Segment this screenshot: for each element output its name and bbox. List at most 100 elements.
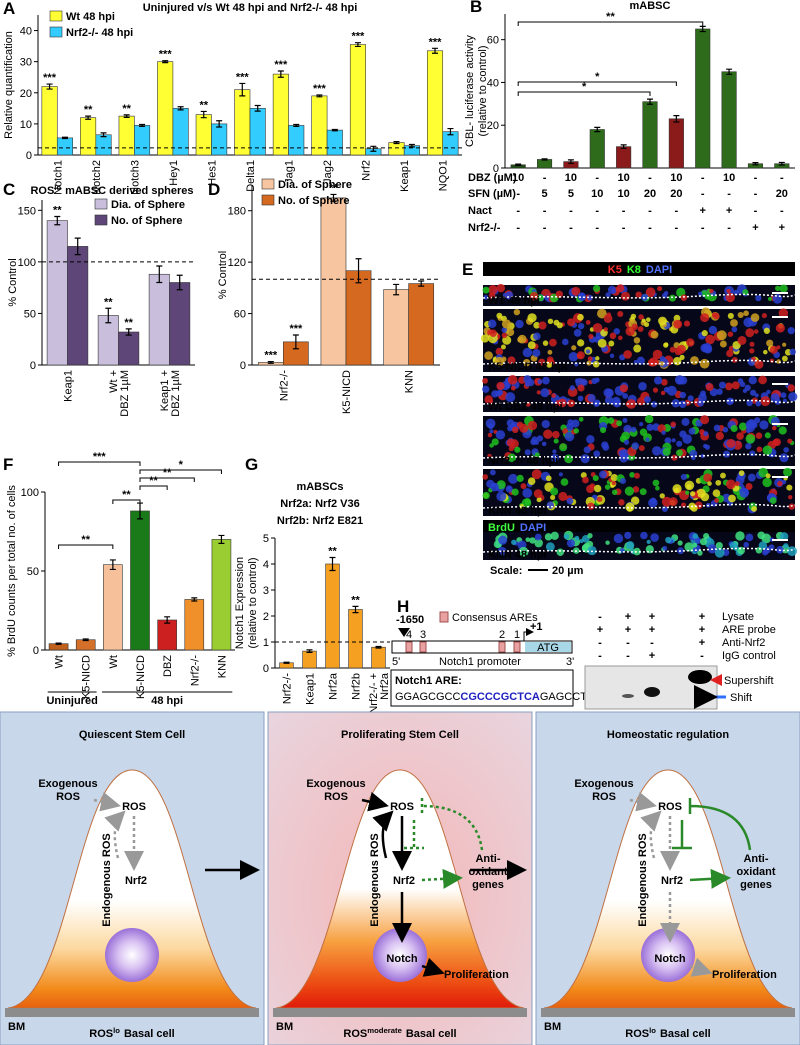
cell-stain <box>542 340 549 346</box>
cell-stain <box>609 332 617 340</box>
error-bar <box>594 126 601 133</box>
cell-stain <box>496 283 506 293</box>
cell-stain <box>587 545 597 556</box>
y-tick-label: 40 <box>20 26 32 38</box>
scheme-caption-part: Basal cell <box>660 1028 711 1040</box>
cell-stain <box>705 334 715 345</box>
are-sequence: GGAGCGCCCGCCCGCTCAGAGCCTCAC <box>395 691 610 703</box>
cell-stain <box>618 499 625 506</box>
condition-value: - <box>543 222 547 234</box>
cell-stain <box>779 532 789 541</box>
x-tick-label: K5-NICD <box>81 655 93 699</box>
cell-stain <box>755 400 762 407</box>
gel-sign: - <box>700 650 704 662</box>
cell-stain <box>731 381 740 390</box>
cell-stain <box>700 492 710 502</box>
basement-membrane <box>541 1008 795 1017</box>
cell-stain <box>778 308 789 318</box>
exogenous-ros: ROS <box>56 791 80 803</box>
cell-stain <box>670 421 677 428</box>
cell-stain <box>482 491 490 500</box>
cell-stain <box>613 533 624 544</box>
x-tick-label: Hes1 <box>206 160 218 186</box>
scheme-caption: ROSlo Basal cell <box>89 1026 174 1041</box>
cell-stain <box>558 491 568 501</box>
gel-sign: + <box>625 624 631 636</box>
cell-stain <box>787 384 795 392</box>
error-bar <box>292 334 299 350</box>
cell-stain <box>633 547 641 556</box>
cell-stain <box>644 414 654 424</box>
cell-stain <box>750 389 757 396</box>
y-axis-label: (relative to control) <box>477 45 489 136</box>
chart-title: mABSC <box>630 0 671 12</box>
bar <box>56 137 73 156</box>
cell-stain <box>671 438 676 443</box>
error-bar <box>82 638 89 642</box>
condition-value: 10 <box>565 172 577 184</box>
error-bar <box>752 162 759 166</box>
cell-stain <box>577 313 584 321</box>
cell-stain <box>664 342 669 347</box>
scheme-caption-part: ROS <box>89 1028 113 1040</box>
cell-stain <box>749 348 755 354</box>
cell-stain <box>734 481 740 487</box>
gel-sign: - <box>626 650 630 662</box>
stain-header: K5 K8 DAPI <box>608 264 672 276</box>
cell-stain <box>699 538 708 546</box>
bar <box>103 564 123 651</box>
x-tick-label: Keap1 <box>63 370 75 402</box>
gel-row-name: Anti-Nrf2 <box>722 637 765 649</box>
gel-sign: + <box>649 650 655 662</box>
cell-stain <box>680 294 688 301</box>
image-label: Wt DBZ 48 hpi <box>488 401 563 413</box>
cell-stain <box>500 344 506 350</box>
condition-value: - <box>595 222 599 234</box>
condition-value: + <box>726 205 732 217</box>
cell-stain <box>497 546 507 556</box>
cell-stain <box>622 417 628 423</box>
cell-stain <box>576 351 585 360</box>
nrf2: Nrf2 <box>661 875 683 887</box>
cell-stain <box>645 287 656 298</box>
scheme-caption-part: Basal cell <box>406 1028 457 1040</box>
gel-sign: + <box>699 637 705 649</box>
cell-stain <box>788 392 798 402</box>
condition-value: - <box>675 205 679 217</box>
cell-stain <box>482 385 490 393</box>
cell-stain <box>525 379 530 385</box>
x-tick-label: Jag1 <box>284 160 296 184</box>
bar <box>311 95 328 156</box>
cell-stain <box>738 422 747 431</box>
cell-stain <box>658 316 667 326</box>
error-bar <box>55 642 62 645</box>
gel-row-name: IgG control <box>722 650 776 662</box>
cell-stain <box>525 537 531 543</box>
cell-stain <box>763 349 768 355</box>
cell-stain <box>625 502 635 512</box>
y-tick-label: 100 <box>21 487 39 499</box>
cell-stain <box>682 434 692 444</box>
gel-band <box>688 670 712 684</box>
cell-stain <box>760 396 771 407</box>
cell-stain <box>515 319 524 329</box>
cell-stain <box>592 475 599 482</box>
cell-stain <box>547 318 554 325</box>
significance: ** <box>122 103 131 115</box>
cell-stain <box>779 284 788 293</box>
condition-value: - <box>754 188 758 200</box>
legend-label: Dia. of Sphere <box>278 179 352 191</box>
error-bar <box>541 158 548 161</box>
cell-stain <box>705 383 714 392</box>
cell-stain <box>764 432 771 439</box>
bar <box>345 270 372 366</box>
cell-stain <box>549 338 557 347</box>
cell-stain <box>516 474 524 483</box>
x-tick-label: Delta1 <box>245 160 257 192</box>
cell-stain <box>587 356 593 362</box>
cell-stain <box>727 312 734 319</box>
cell-stain <box>607 417 615 424</box>
cell-stain <box>708 325 718 335</box>
cell-stain <box>505 392 516 403</box>
cell-stain <box>489 429 494 434</box>
